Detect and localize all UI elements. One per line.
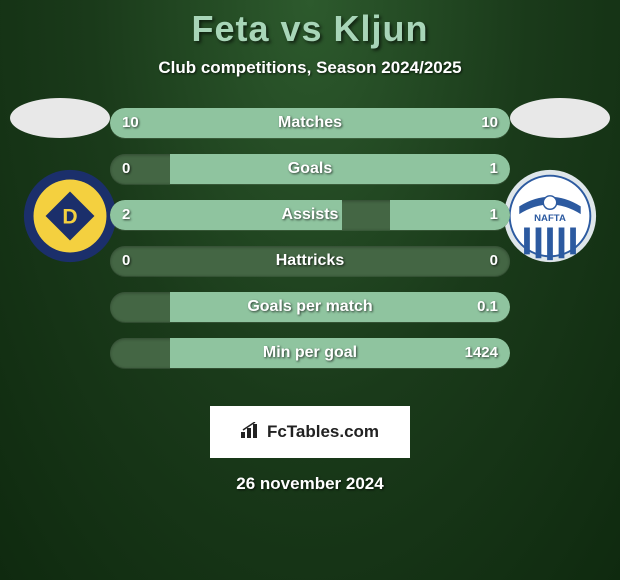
watermark-text: FcTables.com xyxy=(267,422,379,442)
stat-label: Goals per match xyxy=(110,292,510,322)
stat-label: Min per goal xyxy=(110,338,510,368)
comparison-panel: D NAFTA 1010Matches 01Goals 21Assists 00Hat… xyxy=(0,108,620,388)
stat-row: 1010Matches xyxy=(110,108,510,138)
svg-text:NAFTA: NAFTA xyxy=(534,213,566,224)
page-title: Feta vs Kljun xyxy=(0,8,620,50)
chart-icon xyxy=(241,422,261,443)
stat-label: Goals xyxy=(110,154,510,184)
club-badge-right: NAFTA xyxy=(502,168,598,264)
stat-bars: 1010Matches 01Goals 21Assists 00Hattricks 0.… xyxy=(110,108,510,384)
stat-label: Hattricks xyxy=(110,246,510,276)
stat-row: 21Assists xyxy=(110,200,510,230)
stat-label: Assists xyxy=(110,200,510,230)
stat-row: 00Hattricks xyxy=(110,246,510,276)
svg-text:D: D xyxy=(62,206,77,229)
stat-label: Matches xyxy=(110,108,510,138)
club-badge-left: D xyxy=(22,168,118,264)
player-avatar-right xyxy=(510,98,610,138)
stat-row: 0.1Goals per match xyxy=(110,292,510,322)
stat-row: 1424Min per goal xyxy=(110,338,510,368)
header: Feta vs Kljun Club competitions, Season … xyxy=(0,0,620,78)
stat-row: 01Goals xyxy=(110,154,510,184)
date-label: 26 november 2024 xyxy=(0,474,620,494)
player-avatar-left xyxy=(10,98,110,138)
watermark-badge: FcTables.com xyxy=(210,406,410,458)
page-subtitle: Club competitions, Season 2024/2025 xyxy=(0,58,620,78)
